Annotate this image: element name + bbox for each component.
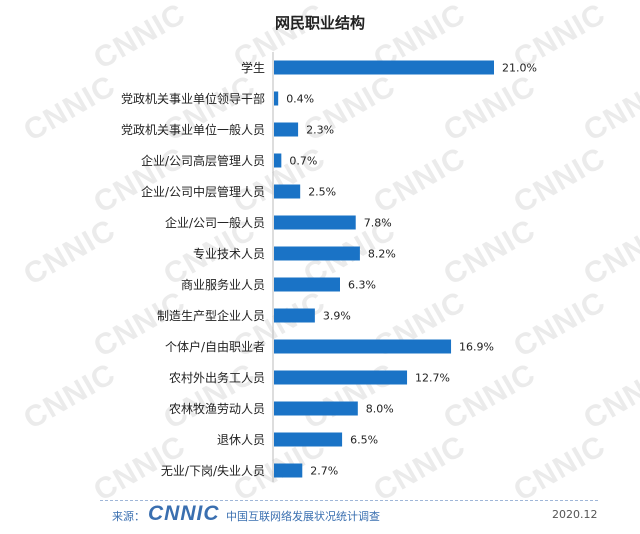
report-date: 2020.12	[552, 508, 598, 521]
category-label: 专业技术人员	[193, 246, 265, 261]
category-label: 退休人员	[217, 433, 265, 447]
category-label: 企业/公司一般人员	[165, 215, 265, 230]
category-label: 无业/下岗/失业人员	[161, 463, 265, 478]
category-label: 个体户/自由职业者	[165, 339, 265, 354]
category-label: 党政机关事业单位领导干部	[121, 91, 265, 106]
value-label: 16.9%	[459, 341, 494, 354]
bar	[274, 153, 282, 168]
bar	[274, 308, 315, 323]
report-name: 中国互联网络发展状况统计调查	[226, 510, 380, 523]
bar	[274, 215, 356, 230]
bar	[274, 184, 301, 199]
bar	[274, 401, 358, 416]
category-label: 制造生产型企业人员	[157, 308, 265, 323]
bar	[274, 60, 494, 75]
value-label: 0.4%	[286, 93, 314, 106]
value-label: 0.7%	[289, 155, 317, 168]
bar-chart: 学生 21.0% 党政机关事业单位领导干部 0.4% 党政机关事业单位一般人员 2.3% 企…	[121, 52, 537, 482]
category-label: 学生	[241, 60, 265, 75]
category-label: 企业/公司高层管理人员	[141, 153, 265, 168]
bar	[274, 246, 360, 261]
category-label: 农村外出务工人员	[169, 370, 265, 385]
value-label: 3.9%	[323, 310, 351, 323]
bar	[274, 122, 299, 137]
footer-divider	[100, 500, 598, 501]
footer: 来源： CNNIC 中国互联网络发展状况统计调查 2020.12	[0, 502, 640, 530]
value-label: 21.0%	[502, 62, 537, 75]
category-label: 企业/公司中层管理人员	[141, 184, 265, 199]
category-label: 党政机关事业单位一般人员	[121, 122, 265, 137]
value-label: 7.8%	[364, 217, 392, 230]
value-label: 2.3%	[306, 124, 334, 137]
category-label: 农林牧渔劳动人员	[169, 402, 265, 416]
bar	[274, 463, 303, 478]
value-label: 6.5%	[350, 434, 378, 447]
bar	[274, 432, 343, 447]
category-label: 商业服务业人员	[181, 277, 265, 292]
bar	[274, 277, 340, 292]
value-label: 12.7%	[415, 372, 450, 385]
value-label: 8.2%	[368, 248, 396, 261]
value-label: 8.0%	[366, 403, 394, 416]
chart-title: 网民职业结构	[274, 14, 365, 32]
bar	[274, 339, 452, 354]
value-label: 6.3%	[348, 279, 376, 292]
bar	[274, 91, 279, 106]
value-label: 2.5%	[308, 186, 336, 199]
bar	[274, 370, 408, 385]
value-label: 2.7%	[310, 465, 338, 478]
source-label: 来源：	[112, 510, 145, 523]
cnnic-logo: CNNIC	[148, 502, 220, 525]
